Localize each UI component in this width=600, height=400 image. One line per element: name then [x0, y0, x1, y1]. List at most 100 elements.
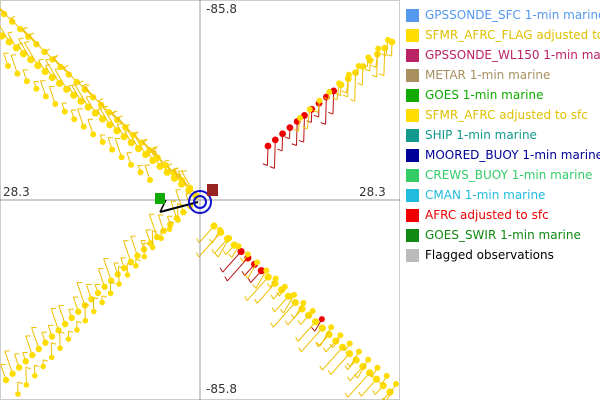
observation-point [355, 348, 362, 355]
wind-barb [76, 282, 86, 306]
observation-point [352, 356, 360, 364]
wind-barb-flag [284, 136, 290, 140]
wind-barb [58, 305, 66, 325]
wind-barb [360, 378, 377, 397]
observation-point [124, 272, 131, 278]
observation-point [325, 330, 333, 339]
observation-point [2, 376, 10, 384]
observation-point [15, 391, 21, 397]
observation-point [141, 253, 148, 260]
wind-barb [283, 294, 295, 314]
observation-point [300, 299, 307, 306]
wind-barb-flag [211, 248, 215, 254]
observation-point [318, 316, 325, 323]
observation-point [281, 283, 288, 290]
legend-label: METAR 1-min marine [425, 68, 551, 82]
legend-swatch [406, 209, 419, 222]
wind-barb-flag [177, 203, 183, 206]
wind-barb [273, 139, 276, 169]
wind-barb [295, 121, 298, 146]
observation-point [186, 184, 194, 192]
wind-barb-flag [290, 314, 295, 319]
wind-barb [246, 276, 269, 301]
wind-barb-flag [152, 230, 158, 233]
observation-point [5, 63, 11, 69]
wind-barb-flag [239, 257, 244, 262]
legend-item: CREWS_BUOY 1-min marine [406, 166, 598, 186]
observation-point [133, 262, 139, 269]
observation-point [91, 109, 100, 117]
wind-barb-flag [42, 359, 48, 362]
wind-barb [325, 97, 327, 125]
wind-barb-flag [78, 80, 84, 84]
observation-point [65, 336, 72, 342]
wind-barb [48, 86, 56, 105]
observation-point [170, 174, 179, 182]
wind-barb-flag [44, 48, 50, 52]
wind-barb [28, 34, 45, 53]
observation-point [345, 350, 353, 358]
wind-barb-flag [228, 253, 233, 258]
observation-point [34, 62, 42, 70]
wind-barb [247, 262, 258, 279]
wind-barb-flag [381, 53, 387, 57]
observation-point [73, 78, 80, 86]
wind-barb [347, 372, 371, 398]
wind-barb [54, 69, 68, 90]
wind-barb-flag [298, 139, 304, 143]
wind-barb-flag [152, 146, 158, 149]
legend-swatch [406, 129, 419, 142]
wind-barb-flag [266, 283, 271, 288]
wind-barb [4, 350, 14, 374]
observation-point [271, 279, 279, 288]
wind-barb-flag [17, 42, 23, 45]
wind-barb-flag [368, 373, 373, 378]
wind-barb [346, 74, 350, 94]
storm-center-marker [207, 184, 218, 196]
observation-point [127, 139, 135, 147]
wind-barb [354, 72, 357, 102]
wind-barb [357, 359, 369, 379]
observation-point [264, 142, 272, 150]
wind-barb-flag [344, 392, 349, 398]
observation-point [57, 63, 64, 71]
wind-barb-flag [244, 295, 248, 301]
wind-barb-flag [173, 167, 179, 171]
observation-point [90, 308, 97, 315]
axis-label-top: -85.8 [206, 2, 238, 16]
wind-barb-flag [379, 73, 385, 77]
observation-point [9, 370, 16, 377]
observation-point [257, 267, 265, 275]
wind-barb-flag [196, 238, 200, 244]
wind-barb-flag [219, 267, 224, 273]
observation-point [12, 44, 20, 52]
observation-point [162, 162, 169, 169]
wind-barb-flag [315, 342, 319, 347]
observation-point [90, 131, 97, 138]
wind-barb [10, 54, 18, 74]
observation-point [99, 139, 106, 145]
legend-item: Flagged observations [406, 246, 598, 266]
wind-barb-flag [304, 314, 309, 319]
wind-barb-flag [270, 294, 274, 300]
observation-point [74, 327, 80, 333]
wind-barb-flag [116, 123, 122, 125]
wind-barb [382, 391, 391, 400]
wind-barb-flag [378, 380, 383, 385]
legend-swatch [406, 89, 419, 102]
wind-barb [25, 335, 33, 356]
wind-barb-flag [93, 296, 99, 300]
observation-point [291, 299, 299, 307]
observation-point [16, 25, 24, 33]
wind-barb [256, 283, 276, 304]
observation-point [137, 169, 144, 176]
legend-swatch [406, 109, 419, 122]
observation-point [75, 308, 82, 315]
observation-point [284, 292, 293, 300]
legend-item: GOES_SWIR 1-min marine [406, 226, 598, 246]
observation-point [318, 324, 326, 332]
wind-barb-flag [328, 111, 334, 115]
wind-barb [198, 232, 222, 258]
observation-point [147, 177, 153, 183]
